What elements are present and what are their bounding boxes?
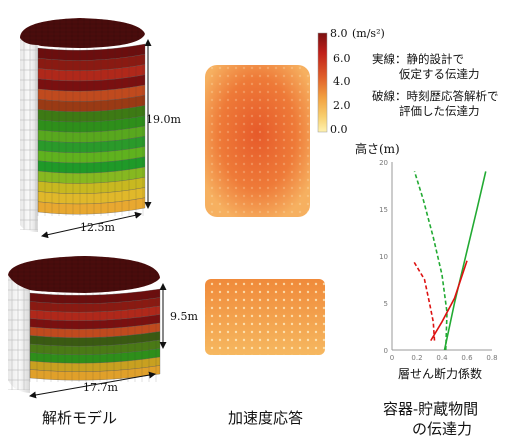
dashed-series-line (412, 260, 436, 341)
acceleration-caption: 加速度応答 (228, 409, 304, 427)
y-tick-label: 10 (379, 253, 388, 261)
y-tick-label: 20 (379, 159, 388, 167)
model-caption: 解析モデル (42, 409, 118, 427)
tall-diameter-label: 12.5m (80, 221, 115, 234)
colorbar-max-label: 8.0 (330, 27, 348, 40)
x-tick-label: 0.4 (436, 354, 448, 362)
transfer-force-chart: 0 0.2 0.4 0.6 0.8 0 5 10 15 20 (379, 159, 497, 362)
legend-solid-line-1: 実線：静的設計で (372, 52, 464, 66)
solid-series-line (430, 260, 468, 342)
x-tick-label: 0.8 (486, 354, 497, 362)
chart-x-label: 層せん断力係数 (398, 367, 483, 381)
x-tick-label: 0.6 (461, 354, 473, 362)
colorbar (317, 32, 328, 133)
short-diameter-arrow (29, 371, 156, 399)
x-tick-label: 0.2 (411, 354, 422, 362)
chart-y-label: 高さ(m) (355, 142, 400, 156)
short-diameter-label: 17.7m (83, 381, 118, 394)
y-tick-label: 15 (379, 206, 388, 214)
chart-caption-2: の伝達力 (412, 420, 473, 438)
colorbar-min-label: 0.0 (330, 123, 348, 136)
legend-dashed-line-2: 評価した伝達力 (399, 104, 480, 118)
tall-diameter-arrow (41, 211, 142, 239)
short-height-label: 9.5m (170, 310, 198, 323)
x-tick-label: 0 (390, 354, 394, 362)
dashed-series-line (413, 171, 448, 351)
legend-dashed-line-1: 破線：時刻歴応答解析で (372, 89, 499, 103)
colorbar-4-label: 4.0 (333, 75, 351, 88)
tall-cylinder-model (20, 18, 146, 232)
y-tick-label: 0 (384, 347, 388, 355)
solid-series-line (443, 171, 487, 351)
legend-solid-line-2: 仮定する伝達力 (399, 67, 480, 81)
y-tick-label: 5 (384, 300, 388, 308)
colorbar-2-label: 2.0 (333, 99, 351, 112)
tall-height-label: 19.0m (146, 113, 181, 126)
colorbar-unit-label: (m/s²) (352, 27, 385, 40)
short-cylinder-model (8, 256, 161, 393)
colorbar-6-label: 6.0 (333, 52, 351, 65)
chart-caption-1: 容器-貯蔵物間 (383, 400, 479, 418)
